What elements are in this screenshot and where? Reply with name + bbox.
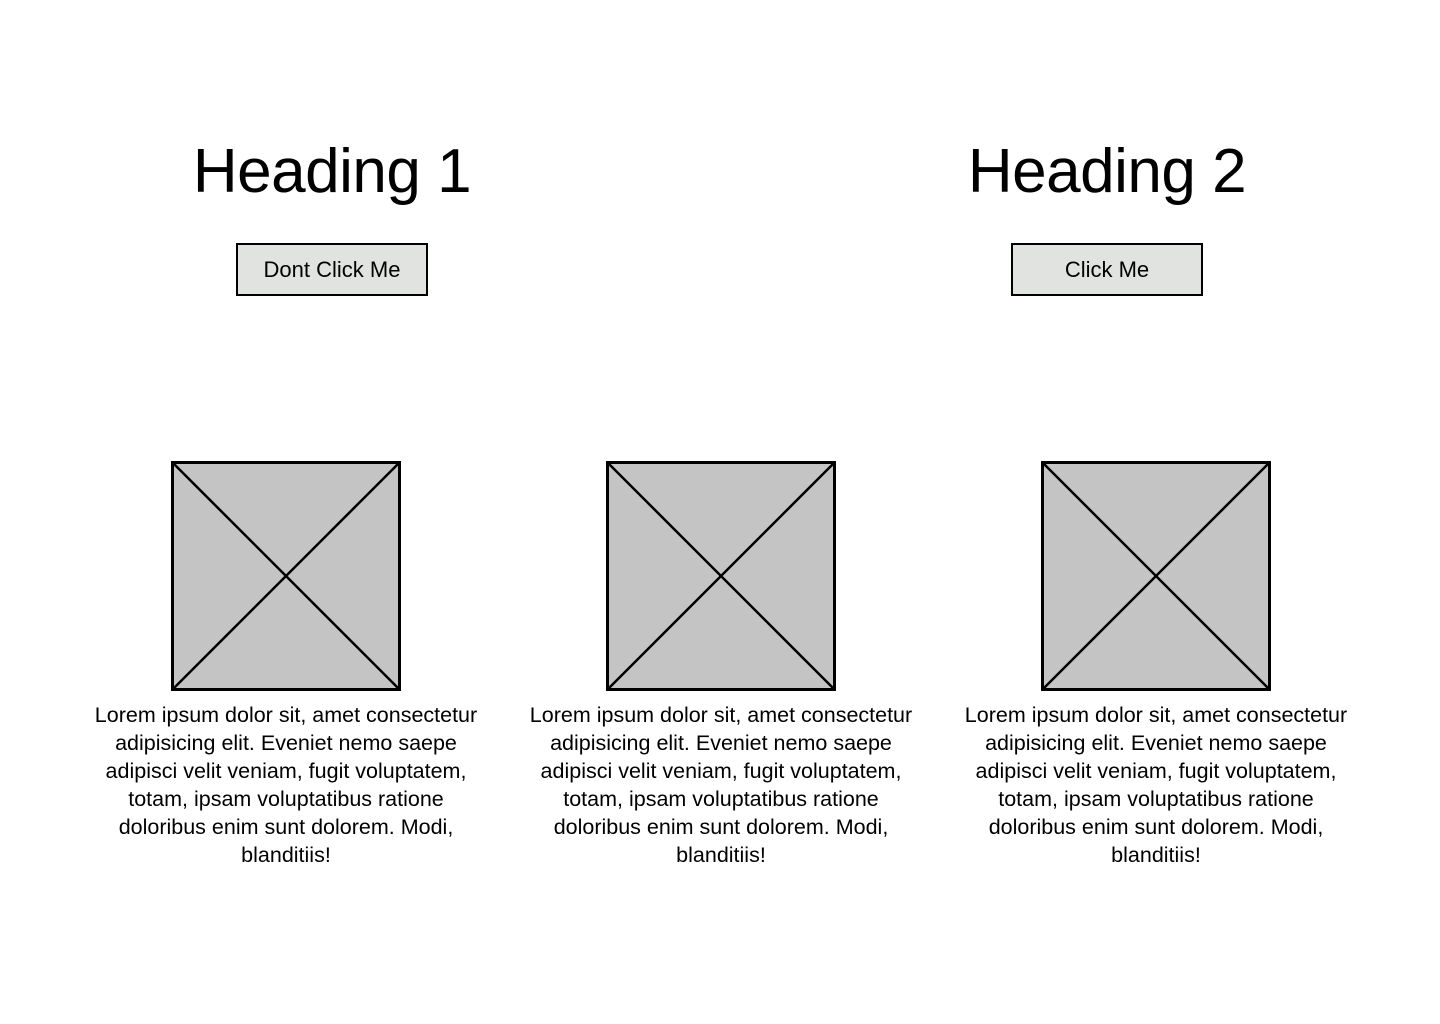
heading-1: Heading 1 (192, 137, 472, 206)
card-text: Lorem ipsum dolor sit, amet consectetur … (964, 703, 1348, 867)
dont-click-me-button[interactable]: Dont Click Me (236, 243, 428, 296)
section-heading-1: Heading 1 Dont Click Me (122, 128, 542, 296)
card-text: Lorem ipsum dolor sit, amet consectetur … (529, 703, 913, 867)
heading-2: Heading 2 (967, 137, 1247, 206)
click-me-button[interactable]: Click Me (1011, 243, 1203, 296)
section-heading-2: Heading 2 Click Me (897, 128, 1317, 296)
image-placeholder-icon (171, 461, 401, 691)
card-text: Lorem ipsum dolor sit, amet consectetur … (94, 703, 478, 867)
card-3: Lorem ipsum dolor sit, amet consectetur … (961, 461, 1351, 869)
image-placeholder-icon (1041, 461, 1271, 691)
image-placeholder-icon (606, 461, 836, 691)
card-1: Lorem ipsum dolor sit, amet consectetur … (91, 461, 481, 869)
card-2: Lorem ipsum dolor sit, amet consectetur … (526, 461, 916, 869)
